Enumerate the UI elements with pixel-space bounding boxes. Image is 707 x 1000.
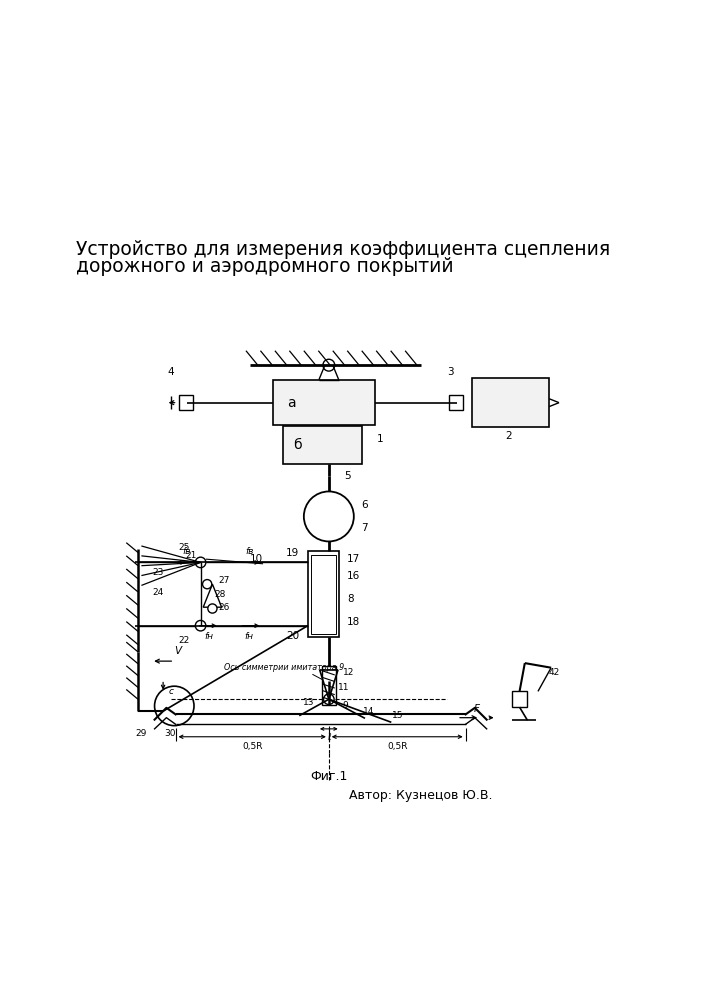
Text: 9: 9 <box>342 701 348 710</box>
Text: 18: 18 <box>347 617 361 627</box>
Bar <box>179 395 193 410</box>
Bar <box>472 378 549 427</box>
Text: 11: 11 <box>337 683 349 692</box>
Text: 10: 10 <box>250 554 263 564</box>
Text: 1: 1 <box>377 434 383 444</box>
Text: 29: 29 <box>136 729 147 738</box>
Text: дорожного и аэродромного покрытий: дорожного и аэродромного покрытий <box>76 257 453 276</box>
Circle shape <box>304 491 354 541</box>
Circle shape <box>324 694 334 705</box>
Circle shape <box>323 359 334 371</box>
Text: 5: 5 <box>344 471 351 481</box>
Circle shape <box>158 707 168 716</box>
Bar <box>311 555 336 634</box>
Text: 13: 13 <box>303 698 315 707</box>
Text: 25: 25 <box>178 543 190 552</box>
Text: б: б <box>293 438 302 452</box>
Text: 6: 6 <box>361 500 368 510</box>
Circle shape <box>195 557 206 568</box>
Text: 12: 12 <box>343 668 354 677</box>
Text: 3: 3 <box>448 367 454 377</box>
Text: V: V <box>174 646 181 656</box>
Text: 22: 22 <box>179 636 189 645</box>
Text: 23: 23 <box>152 568 163 577</box>
Text: 17: 17 <box>347 554 361 564</box>
Text: Устройство для измерения коэффициента сцепления: Устройство для измерения коэффициента сц… <box>76 240 610 259</box>
Text: a: a <box>287 396 296 410</box>
Circle shape <box>195 620 206 631</box>
Bar <box>322 666 336 705</box>
Text: 0,5R: 0,5R <box>242 742 262 751</box>
Text: ℓ: ℓ <box>327 733 331 742</box>
Text: 26: 26 <box>218 603 230 612</box>
Text: 30: 30 <box>165 729 176 738</box>
Bar <box>283 426 362 464</box>
Text: c: c <box>168 687 173 696</box>
Text: fн: fн <box>245 632 254 641</box>
Bar <box>512 691 527 707</box>
Text: 16: 16 <box>347 571 361 581</box>
Bar <box>308 551 339 637</box>
Text: 0,5R: 0,5R <box>387 742 407 751</box>
Text: 4: 4 <box>168 367 175 377</box>
Text: 19: 19 <box>286 548 299 558</box>
Text: F: F <box>474 704 480 714</box>
Text: 24: 24 <box>152 588 163 597</box>
Circle shape <box>203 580 212 589</box>
Text: 15: 15 <box>392 711 404 720</box>
Text: Ось симметрии имитатора 9: Ось симметрии имитатора 9 <box>223 663 344 672</box>
Bar <box>273 380 375 425</box>
Text: fв: fв <box>182 547 191 556</box>
Text: fн: fн <box>204 632 213 641</box>
Text: Автор: Кузнецов Ю.В.: Автор: Кузнецов Ю.В. <box>349 789 493 802</box>
Text: 2: 2 <box>506 431 513 441</box>
Bar <box>448 395 463 410</box>
Text: 42: 42 <box>548 668 559 677</box>
Text: Фиг.1: Фиг.1 <box>310 770 348 783</box>
Text: 8: 8 <box>347 594 354 604</box>
Text: 21: 21 <box>185 551 197 560</box>
Text: 14: 14 <box>363 707 374 716</box>
Text: 7: 7 <box>361 523 368 533</box>
Text: 20: 20 <box>286 631 299 641</box>
Text: fв: fв <box>245 547 253 556</box>
Text: 28: 28 <box>215 590 226 599</box>
Circle shape <box>208 604 217 613</box>
Text: 27: 27 <box>218 576 230 585</box>
Circle shape <box>155 686 194 726</box>
